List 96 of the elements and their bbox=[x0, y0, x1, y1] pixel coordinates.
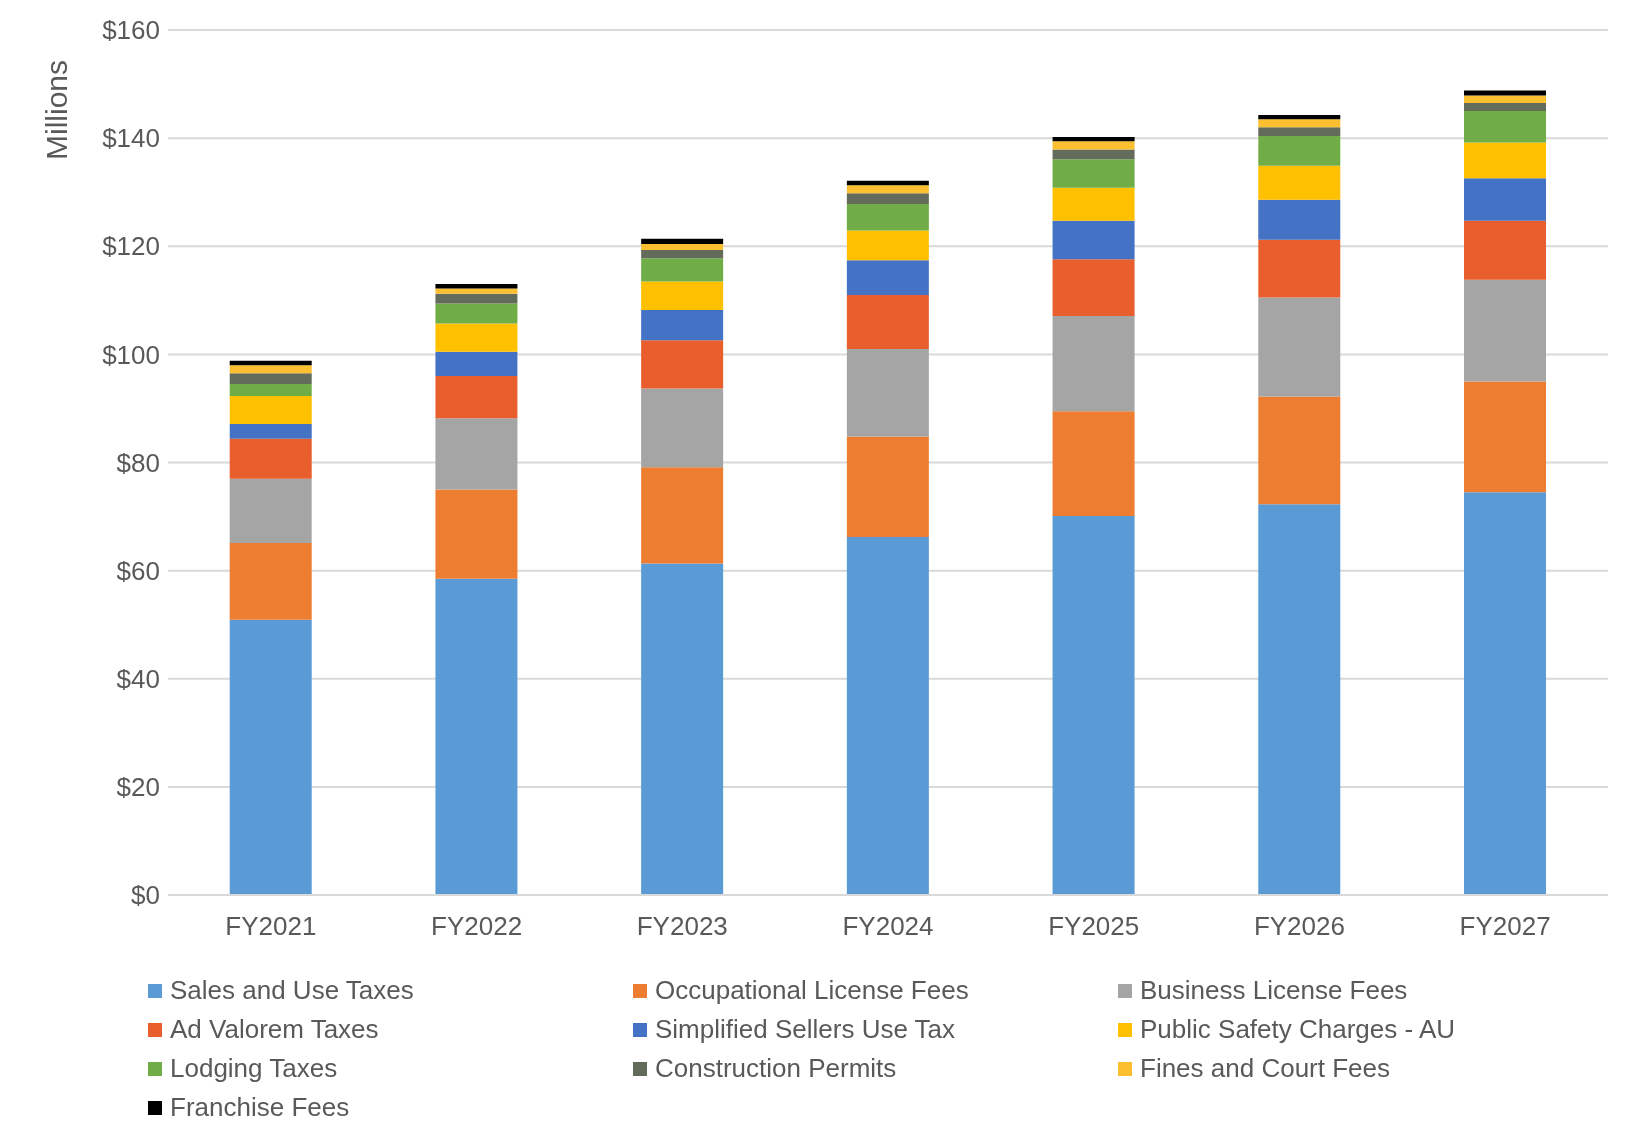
y-tick-label: $140 bbox=[102, 123, 160, 154]
bar bbox=[1464, 381, 1546, 493]
bar bbox=[1052, 159, 1135, 188]
bar bbox=[846, 193, 929, 205]
bar bbox=[1052, 259, 1135, 316]
bar bbox=[435, 376, 518, 419]
bar bbox=[641, 340, 724, 389]
legend-label: Franchise Fees bbox=[170, 1092, 350, 1123]
legend-label: Simplified Sellers Use Tax bbox=[655, 1014, 956, 1045]
bar bbox=[229, 384, 312, 396]
bar bbox=[846, 348, 929, 437]
bar bbox=[641, 258, 724, 282]
bar bbox=[1258, 165, 1341, 200]
bar bbox=[1464, 111, 1546, 143]
bar bbox=[641, 310, 724, 341]
legend-label: Construction Permits bbox=[655, 1053, 897, 1084]
bar bbox=[846, 436, 929, 538]
legend-label: Occupational License Fees bbox=[655, 975, 969, 1006]
bar bbox=[435, 284, 518, 289]
y-tick-label: $20 bbox=[116, 772, 160, 803]
x-tick-label: FY2027 bbox=[1459, 911, 1551, 942]
bar bbox=[1464, 102, 1546, 112]
bar bbox=[641, 281, 724, 311]
bar bbox=[846, 185, 929, 194]
bar bbox=[229, 365, 312, 374]
bar bbox=[1258, 127, 1341, 136]
bar bbox=[1258, 504, 1341, 895]
x-tick-label: FY2026 bbox=[1253, 911, 1345, 942]
bar bbox=[1464, 178, 1546, 221]
bar bbox=[1258, 297, 1341, 397]
bar bbox=[435, 578, 518, 895]
bar bbox=[435, 293, 518, 304]
bar bbox=[846, 260, 929, 295]
y-tick-label: $60 bbox=[116, 555, 160, 586]
bar bbox=[1052, 220, 1135, 260]
bar bbox=[229, 424, 312, 439]
x-tick-label: FY2024 bbox=[842, 911, 934, 942]
bar bbox=[641, 467, 724, 564]
y-tick-label: $80 bbox=[116, 447, 160, 478]
x-tick-label: FY2021 bbox=[225, 911, 317, 942]
legend-label: Public Safety Charges - AU bbox=[1140, 1014, 1456, 1045]
bar bbox=[1464, 492, 1546, 895]
bar bbox=[229, 619, 312, 895]
bar bbox=[435, 303, 518, 324]
y-tick-label: $0 bbox=[131, 880, 160, 911]
bar bbox=[641, 250, 724, 259]
bar bbox=[846, 204, 929, 231]
y-tick-label: $160 bbox=[102, 15, 160, 46]
bar bbox=[1464, 279, 1546, 382]
bar bbox=[435, 288, 518, 294]
x-tick-label: FY2022 bbox=[431, 911, 523, 942]
bar bbox=[1052, 315, 1135, 412]
bar bbox=[229, 360, 312, 366]
bar bbox=[435, 323, 518, 352]
bar bbox=[229, 396, 312, 425]
bar bbox=[229, 543, 312, 620]
legend-label: Sales and Use Taxes bbox=[170, 975, 414, 1006]
bar bbox=[1258, 114, 1341, 120]
y-axis-title: Millions bbox=[40, 59, 74, 160]
bar bbox=[1464, 95, 1546, 103]
bar bbox=[846, 294, 929, 349]
bar bbox=[1052, 516, 1135, 895]
bar bbox=[1052, 187, 1135, 221]
bar bbox=[641, 388, 724, 468]
bar bbox=[641, 238, 724, 245]
bar bbox=[1052, 141, 1135, 150]
bar bbox=[1052, 149, 1135, 160]
bar bbox=[1258, 239, 1341, 298]
bar bbox=[435, 351, 518, 376]
y-tick-label: $40 bbox=[116, 663, 160, 694]
bar bbox=[1464, 142, 1546, 179]
x-tick-label: FY2025 bbox=[1048, 911, 1140, 942]
bar bbox=[846, 230, 929, 261]
bar bbox=[1052, 137, 1135, 142]
bar bbox=[641, 563, 724, 895]
bar bbox=[229, 438, 312, 479]
bar bbox=[1258, 199, 1341, 240]
bar bbox=[229, 373, 312, 385]
y-tick-label: $100 bbox=[102, 339, 160, 370]
bar bbox=[846, 180, 929, 186]
x-tick-label: FY2023 bbox=[636, 911, 728, 942]
bar bbox=[1464, 220, 1546, 280]
bar bbox=[641, 244, 724, 251]
legend-label: Ad Valorem Taxes bbox=[170, 1014, 379, 1045]
bar bbox=[846, 537, 929, 895]
bar bbox=[435, 489, 518, 579]
bar bbox=[1258, 119, 1341, 128]
bar bbox=[1258, 396, 1341, 505]
legend-label: Lodging Taxes bbox=[170, 1053, 338, 1084]
bar bbox=[1052, 411, 1135, 517]
bar bbox=[1258, 135, 1341, 166]
y-tick-label: $120 bbox=[102, 231, 160, 262]
legend-label: Business License Fees bbox=[1140, 975, 1408, 1006]
bar bbox=[229, 478, 312, 544]
bar bbox=[435, 418, 518, 490]
legend-label: Fines and Court Fees bbox=[1140, 1053, 1391, 1084]
